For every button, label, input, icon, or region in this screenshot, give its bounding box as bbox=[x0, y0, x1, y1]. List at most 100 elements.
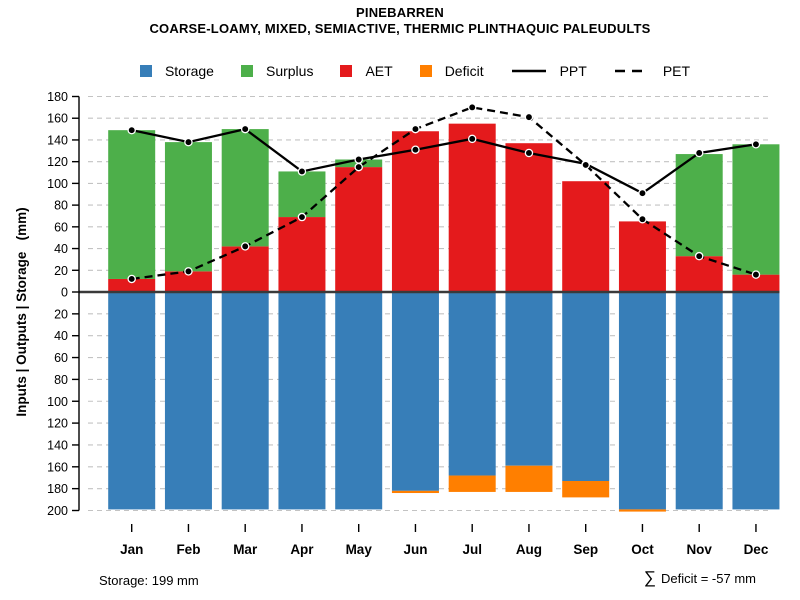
pet-point-sep bbox=[581, 160, 590, 170]
bar-surplus-feb bbox=[164, 142, 212, 272]
legend-label: AET bbox=[365, 63, 393, 79]
y-tick-label-lower-160: 160 bbox=[47, 460, 68, 474]
x-tick-label-apr: Apr bbox=[290, 542, 314, 557]
legend-label: PPT bbox=[559, 63, 587, 79]
x-tick-label-oct: Oct bbox=[631, 542, 654, 557]
ppt-point-jul bbox=[467, 134, 477, 144]
x-tick-label-dec: Dec bbox=[744, 542, 769, 557]
pet-point-aug bbox=[524, 112, 534, 122]
bar-deficit-aug bbox=[505, 465, 553, 492]
y-tick-label-lower-100: 100 bbox=[47, 395, 68, 409]
x-axis: Jan Feb Mar Apr May Jun Jul Aug Sep Oct Nov Dec bbox=[120, 524, 769, 557]
x-tick-label-jun: Jun bbox=[403, 542, 427, 557]
bar-aet-dec bbox=[732, 274, 780, 292]
bar-storage-oct bbox=[618, 292, 666, 510]
pet-point-jun bbox=[411, 124, 420, 134]
bar-storage-sep bbox=[562, 292, 610, 482]
bar-surplus-apr bbox=[278, 171, 326, 218]
y-tick-label-lower-140: 140 bbox=[47, 438, 68, 452]
pet-markers bbox=[127, 103, 761, 284]
y-axis-title: Inputs | Outputs | Storage (mm) bbox=[14, 207, 29, 416]
chart-legend: Storage Surplus AET Deficit PPT PET bbox=[60, 61, 770, 81]
ppt-point-feb bbox=[184, 137, 193, 147]
bar-aet-sep bbox=[562, 181, 610, 292]
ppt-point-nov bbox=[694, 148, 704, 158]
y-tick-label-upper-120: 120 bbox=[47, 155, 68, 169]
pet-point-apr bbox=[297, 212, 307, 222]
legend-item-aet: AET bbox=[340, 63, 393, 79]
ppt-line bbox=[131, 127, 757, 195]
bar-storage-may bbox=[335, 292, 383, 510]
x-tick-label-may: May bbox=[346, 542, 373, 557]
ppt-point-may bbox=[354, 155, 363, 164]
pet-point-may bbox=[354, 162, 363, 172]
y-axis: 1801601401201008060402002040608010012014… bbox=[47, 90, 80, 518]
bar-storage-dec bbox=[732, 292, 780, 510]
y-tick-label-upper-160: 160 bbox=[47, 112, 68, 126]
bar-storage-aug bbox=[505, 292, 553, 466]
bar-surplus-dec bbox=[732, 144, 780, 275]
bar-deficit-jul bbox=[448, 475, 496, 492]
x-tick-label-nov: Nov bbox=[686, 542, 712, 557]
bar-storage-jun bbox=[391, 292, 439, 491]
pet-line-sample-icon bbox=[614, 69, 649, 73]
bar-storage-apr bbox=[278, 292, 326, 510]
bar-aet-aug bbox=[505, 143, 553, 292]
bar-aet-jul bbox=[448, 123, 496, 293]
bar-surplus-mar bbox=[221, 129, 269, 247]
surplus-color-swatch-icon bbox=[240, 65, 253, 77]
bar-aet-oct bbox=[618, 221, 666, 292]
ppt-line-sample-icon bbox=[511, 69, 546, 73]
ppt-point-apr bbox=[297, 167, 307, 176]
ppt-point-jan bbox=[127, 125, 136, 135]
y-tick-label-lower-80: 80 bbox=[54, 373, 68, 387]
ppt-markers bbox=[127, 124, 761, 198]
bar-storage-jan bbox=[108, 292, 156, 510]
x-tick-label-jan: Jan bbox=[120, 542, 143, 557]
bar-deficit-sep bbox=[562, 481, 610, 498]
pet-point-jul bbox=[467, 103, 477, 112]
y-tick-label-upper-40: 40 bbox=[54, 242, 68, 256]
bar-aet-apr bbox=[278, 217, 326, 292]
y-tick-label-lower-120: 120 bbox=[47, 417, 68, 431]
pet-point-dec bbox=[751, 270, 761, 279]
pet-point-jan bbox=[127, 274, 136, 284]
legend-item-ppt: PPT bbox=[511, 63, 587, 79]
y-tick-label-upper-140: 140 bbox=[47, 133, 68, 147]
ppt-point-aug bbox=[524, 148, 534, 158]
bar-surplus-nov bbox=[675, 154, 723, 257]
bar-storage-mar bbox=[221, 292, 269, 510]
pet-point-oct bbox=[638, 214, 647, 224]
pet-point-feb bbox=[184, 267, 193, 276]
ppt-point-dec bbox=[751, 140, 761, 149]
pet-line bbox=[131, 106, 757, 281]
y-tick-label-upper-180: 180 bbox=[47, 90, 68, 104]
chart-title: PINEBARREN bbox=[356, 5, 444, 20]
legend-item-storage: Storage bbox=[139, 63, 214, 79]
legend-item-pet: PET bbox=[614, 63, 690, 79]
aet-color-swatch-icon bbox=[340, 65, 353, 77]
legend-label: Deficit bbox=[444, 63, 484, 79]
bar-storage-jul bbox=[448, 292, 496, 476]
sigma-symbol: ∑ bbox=[643, 568, 656, 587]
x-tick-label-feb: Feb bbox=[176, 542, 200, 557]
y-tick-label-upper-100: 100 bbox=[47, 177, 68, 191]
bar-storage-feb bbox=[164, 292, 212, 510]
y-tick-label-upper-80: 80 bbox=[54, 199, 68, 213]
legend-label: Surplus bbox=[265, 63, 314, 79]
bar-storage-nov bbox=[675, 292, 723, 510]
y-tick-label-lower-200: 200 bbox=[47, 504, 68, 518]
ppt-point-jun bbox=[411, 145, 420, 154]
y-tick-label-lower-20: 20 bbox=[54, 307, 68, 321]
storage-caption: Storage: 199 mm bbox=[99, 573, 199, 588]
ppt-point-mar bbox=[240, 124, 250, 134]
y-tick-label-lower-60: 60 bbox=[54, 351, 68, 365]
bars bbox=[108, 123, 780, 512]
deficit-caption: ∑ Deficit = -57 mm bbox=[644, 568, 756, 588]
x-tick-label-mar: Mar bbox=[233, 542, 258, 557]
y-tick-label-upper-0: 0 bbox=[61, 286, 68, 300]
x-tick-label-sep: Sep bbox=[573, 542, 598, 557]
bar-deficit-oct bbox=[618, 509, 666, 512]
bar-aet-may bbox=[335, 167, 383, 292]
